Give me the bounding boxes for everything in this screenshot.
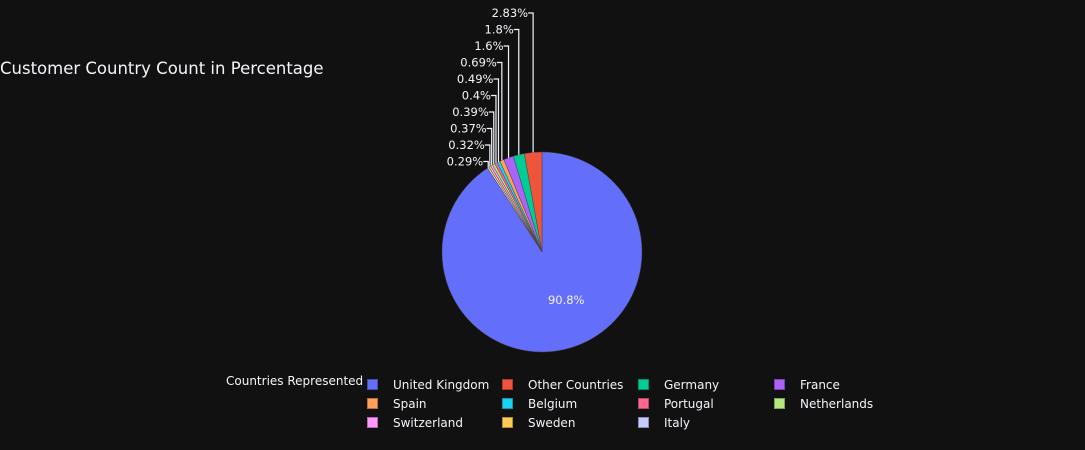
slice-label: 0.37% xyxy=(450,122,487,136)
leader-line xyxy=(513,28,520,155)
leader-line xyxy=(490,94,497,164)
legend-label: France xyxy=(800,378,840,392)
legend-label: Sweden xyxy=(528,416,576,430)
slice-label: 0.32% xyxy=(448,138,485,152)
slice-label: 1.6% xyxy=(474,39,503,53)
legend-label: Netherlands xyxy=(800,397,874,411)
legend-swatch xyxy=(502,379,513,390)
slice-label: 0.4% xyxy=(462,89,491,103)
slice-label: 0.39% xyxy=(452,105,489,119)
legend-swatch xyxy=(502,417,513,428)
slice-label: 2.83% xyxy=(492,6,529,20)
leader-line xyxy=(483,160,489,168)
legend-title: Countries Represented xyxy=(226,374,364,388)
leader-line xyxy=(484,144,491,167)
legend-swatch xyxy=(774,379,785,390)
legend-swatch xyxy=(638,398,649,409)
legend-label: Germany xyxy=(664,378,720,392)
leader-line xyxy=(528,12,534,153)
legend-swatch xyxy=(367,398,378,409)
legend-label: Other Countries xyxy=(528,378,624,392)
legend-swatch xyxy=(774,398,785,409)
slice-label: 0.29% xyxy=(447,155,484,169)
chart-title: Customer Country Count in Percentage xyxy=(0,59,324,78)
slice-label: 90.8% xyxy=(548,293,585,307)
legend-swatch xyxy=(367,379,378,390)
legend-label: Switzerland xyxy=(393,416,463,430)
slice-label: 0.49% xyxy=(457,72,494,86)
legend-label: United Kingdom xyxy=(393,378,490,392)
legend-label: Italy xyxy=(664,416,691,430)
legend-label: Portugal xyxy=(664,397,714,411)
leader-line xyxy=(488,111,495,165)
leader-line xyxy=(503,45,510,158)
legend-swatch xyxy=(638,417,649,428)
leader-line xyxy=(493,78,500,162)
slice-label: 0.69% xyxy=(460,56,497,70)
legend-swatch xyxy=(367,417,378,428)
legend-label: Spain xyxy=(393,397,427,411)
leader-line xyxy=(486,127,493,166)
legend-swatch xyxy=(502,398,513,409)
legend-label: Belgium xyxy=(528,397,578,411)
leader-line xyxy=(496,61,503,161)
legend-swatch xyxy=(638,379,649,390)
slice-label: 1.8% xyxy=(485,23,514,37)
